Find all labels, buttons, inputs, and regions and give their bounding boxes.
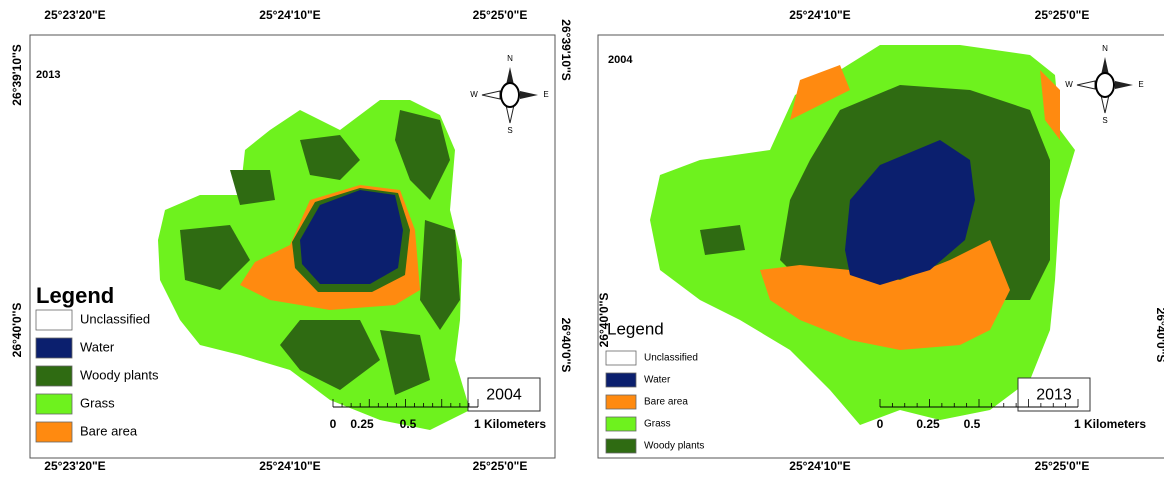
legend-swatch xyxy=(606,351,636,365)
legend-label: Grass xyxy=(644,419,671,430)
legend-label: Woody plants xyxy=(80,367,159,382)
longitude-label: 25°25'0"E xyxy=(1035,8,1090,22)
legend-label: Bare area xyxy=(644,397,688,408)
latitude-label: 26°40'0''S xyxy=(1154,308,1164,363)
scale-label: 0 xyxy=(877,417,884,431)
latitude-label: 26°39'10''S xyxy=(559,19,573,80)
legend-swatch xyxy=(36,422,72,442)
legend-swatch xyxy=(36,366,72,386)
compass-letter: W xyxy=(1065,80,1073,89)
woody-area xyxy=(700,225,745,255)
longitude-label: 25°25'0"E xyxy=(1035,459,1090,473)
legend-title: Legend xyxy=(607,319,664,338)
scale-label: 0.5 xyxy=(400,417,417,431)
legend-label: Unclassified xyxy=(80,311,150,326)
scale-label: 0.25 xyxy=(350,417,374,431)
legend-swatch xyxy=(606,373,636,387)
longitude-label: 25°25'0"E xyxy=(473,459,528,473)
scale-label: 0 xyxy=(330,417,337,431)
legend-label: Unclassified xyxy=(644,353,698,364)
legend-label: Bare area xyxy=(80,423,138,438)
latitude-label: 26°40'0''S xyxy=(10,303,24,358)
legend-label: Water xyxy=(644,375,671,386)
compass-letter: S xyxy=(1102,116,1107,125)
year-label: 2013 xyxy=(36,69,60,81)
longitude-label: 25°23'20"E xyxy=(44,459,105,473)
inset-label: 2013 xyxy=(1036,387,1072,404)
compass-letter: S xyxy=(507,126,512,135)
compass-letter: N xyxy=(1102,44,1108,53)
legend-swatch xyxy=(606,439,636,453)
longitude-label: 25°23'20"E xyxy=(44,8,105,22)
compass-ring xyxy=(1096,73,1114,97)
legend-label: Grass xyxy=(80,395,115,410)
compass-letter: E xyxy=(543,90,548,99)
legend-label: Water xyxy=(80,339,115,354)
scale-label: 0.5 xyxy=(964,417,981,431)
longitude-label: 25°24'10"E xyxy=(789,8,850,22)
longitude-label: 25°25'0"E xyxy=(473,8,528,22)
legend-swatch xyxy=(36,310,72,330)
latitude-label: 26°39'10''S xyxy=(10,44,24,105)
compass-ring xyxy=(501,83,519,107)
inset-label: 2004 xyxy=(486,387,522,404)
legend-label: Woody plants xyxy=(644,441,704,452)
scale-label: 0.25 xyxy=(916,417,940,431)
figure: 25°23'20"E 25°24'10"E 25°25'0"E 25°23'20"E 2… xyxy=(0,0,1164,475)
longitude-label: 25°24'10"E xyxy=(789,459,850,473)
scale-label: 1 Kilometers xyxy=(1074,417,1146,431)
year-label: 2004 xyxy=(608,54,633,66)
compass-letter: N xyxy=(507,54,513,63)
compass-letter: W xyxy=(470,90,478,99)
legend-swatch xyxy=(36,338,72,358)
longitude-label: 25°24'10"E xyxy=(259,8,320,22)
latitude-label: 26°40'0''S xyxy=(559,318,573,373)
longitude-label: 25°24'10"E xyxy=(259,459,320,473)
scale-label: 1 Kilometers xyxy=(474,417,546,431)
legend-title: Legend xyxy=(36,283,114,308)
legend-swatch xyxy=(606,395,636,409)
legend-swatch xyxy=(36,394,72,414)
legend-swatch xyxy=(606,417,636,431)
compass-letter: E xyxy=(1138,80,1143,89)
